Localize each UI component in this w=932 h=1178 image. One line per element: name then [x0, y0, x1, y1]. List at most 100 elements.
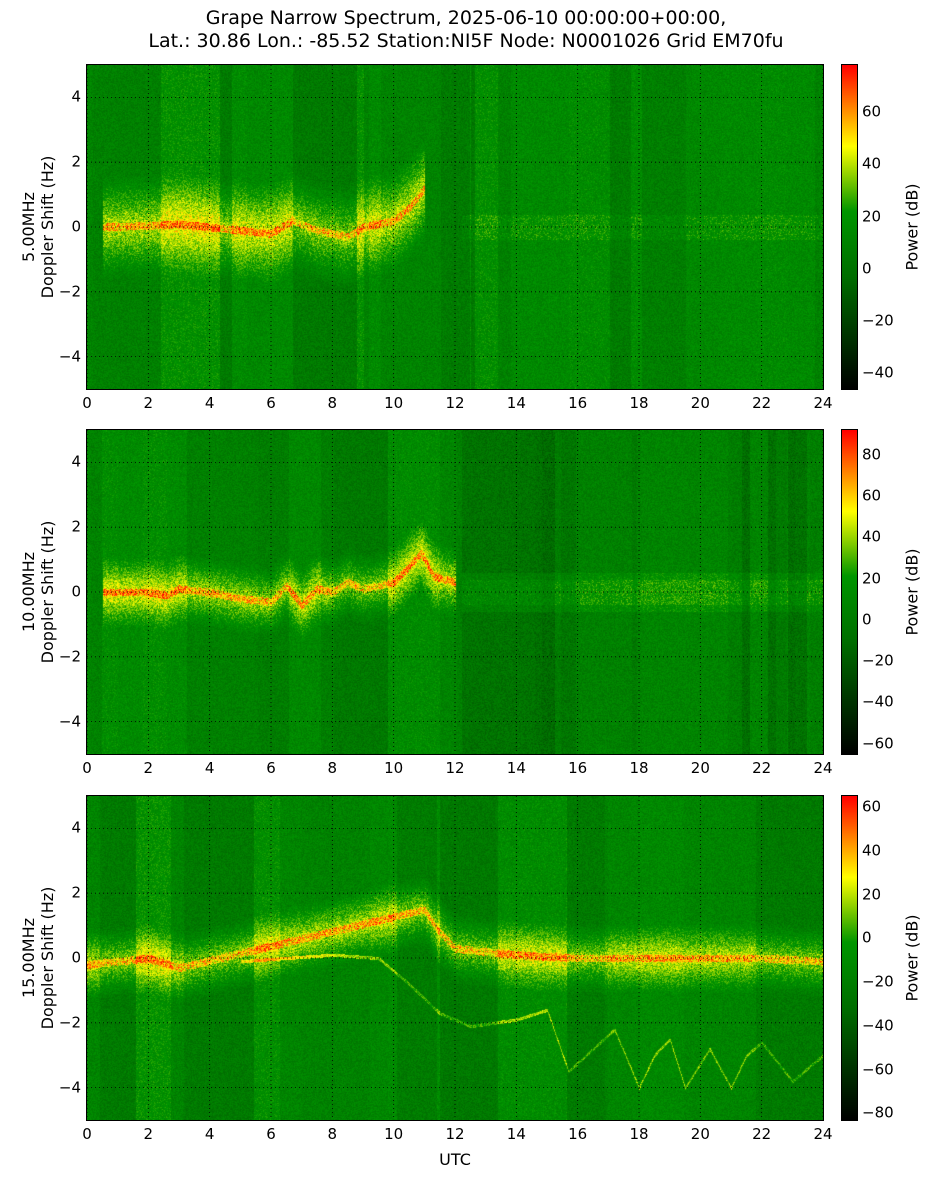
x-tick-label: 12 — [445, 759, 465, 777]
x-tick-label: 20 — [690, 394, 710, 412]
x-tick-label: 18 — [629, 394, 649, 412]
y-axis-label-frequency: 15.00MHz — [19, 917, 38, 999]
y-tick-label: 4 — [71, 87, 81, 106]
x-tick-label: 12 — [445, 394, 465, 412]
colorbar-tick-label: 0 — [862, 259, 872, 278]
x-tick-label: 4 — [204, 759, 215, 777]
y-axis-label: 10.00MHz Doppler Shift (Hz) — [19, 521, 57, 664]
x-tick-label: 2 — [143, 759, 154, 777]
y-tick-label: 0 — [71, 582, 81, 601]
y-tick-label: 0 — [71, 217, 81, 236]
y-tick-label: 4 — [71, 452, 81, 471]
x-tick-label: 14 — [506, 1125, 526, 1143]
x-tick-label: 0 — [82, 1125, 92, 1143]
x-tick-label: 6 — [266, 1125, 276, 1143]
colorbar — [842, 65, 857, 389]
y-tick-label: −4 — [58, 1078, 81, 1097]
y-axis-label-frequency: 10.00MHz — [19, 551, 38, 633]
spectrogram-panel-0: 0 2 4 6 8 10 12 14 16 18 20 22 24 4 2 0 −2 −4 5.00MHz Doppl… — [0, 64, 932, 430]
x-tick-label: 20 — [690, 759, 710, 777]
colorbar-tick-label: 60 — [862, 102, 882, 121]
y-tick-label: −2 — [58, 647, 81, 666]
colorbar — [842, 430, 857, 754]
x-tick-label: 14 — [506, 394, 526, 412]
y-tick-label: −2 — [58, 282, 81, 301]
colorbar-tick-label: 0 — [862, 928, 872, 947]
x-tick-label: 2 — [143, 394, 154, 412]
x-tick-label: 10 — [384, 759, 404, 777]
x-tick-label: 24 — [813, 759, 833, 777]
y-axis-label: 5.00MHz Doppler Shift (Hz) — [19, 156, 57, 299]
y-tick-label: 0 — [71, 948, 81, 967]
spectrogram-heatmap — [87, 796, 823, 1120]
colorbar-tick-label: 80 — [862, 445, 882, 464]
x-tick-label: 14 — [506, 759, 526, 777]
colorbar-tick-label: 60 — [862, 486, 882, 505]
y-tick-label: 2 — [71, 152, 81, 171]
x-tick-label: 10 — [384, 394, 404, 412]
colorbar-tick-label: −60 — [862, 1060, 894, 1079]
x-tick-label: 18 — [629, 759, 649, 777]
colorbar-tick-label: 60 — [862, 797, 882, 816]
y-tick-label: −2 — [58, 1013, 81, 1032]
colorbar-label: Power (dB) — [902, 914, 922, 1002]
x-tick-label: 10 — [384, 1125, 404, 1143]
x-tick-label: 16 — [568, 1125, 588, 1143]
y-axis-label-doppler: Doppler Shift (Hz) — [38, 155, 57, 299]
x-tick-label: 22 — [752, 759, 772, 777]
colorbar-tick-label: −80 — [862, 1103, 894, 1122]
y-axis-label-frequency: 5.00MHz — [19, 192, 38, 262]
colorbar-tick-label: 40 — [862, 154, 882, 173]
colorbar-tick-label: −20 — [862, 972, 894, 991]
x-tick-label: 6 — [266, 394, 276, 412]
x-tick-label: 8 — [327, 1125, 338, 1143]
colorbar-tick-label: 40 — [862, 527, 882, 546]
colorbar-tick-label: −40 — [862, 692, 894, 711]
y-axis-label-doppler: Doppler Shift (Hz) — [38, 886, 57, 1030]
x-tick-label: 20 — [690, 1125, 710, 1143]
colorbar-label: Power (dB) — [902, 548, 922, 636]
colorbar-tick-label: −60 — [862, 734, 894, 753]
x-tick-label: 22 — [752, 394, 772, 412]
y-tick-label: −4 — [58, 347, 81, 366]
x-tick-label: 16 — [568, 759, 588, 777]
colorbar-tick-label: 20 — [862, 569, 882, 588]
x-tick-label: 8 — [327, 394, 338, 412]
spectrogram-heatmap — [87, 430, 823, 754]
y-tick-label: 4 — [71, 818, 81, 837]
x-tick-label: 0 — [82, 759, 92, 777]
chart-title-line2: Lat.: 30.86 Lon.: -85.52 Station:NI5F No… — [148, 30, 784, 52]
x-tick-label: 24 — [813, 394, 833, 412]
x-tick-label: 18 — [629, 1125, 649, 1143]
colorbar-tick-label: 40 — [862, 841, 882, 860]
y-tick-label: −4 — [58, 712, 81, 731]
x-tick-label: 16 — [568, 394, 588, 412]
x-tick-label: 8 — [327, 759, 338, 777]
x-axis-label: UTC — [439, 1150, 471, 1169]
colorbar-label: Power (dB) — [902, 183, 922, 271]
x-tick-label: 0 — [82, 394, 92, 412]
y-axis-label: 15.00MHz Doppler Shift (Hz) — [19, 887, 57, 1030]
x-tick-label: 4 — [204, 394, 215, 412]
x-tick-label: 4 — [204, 1125, 215, 1143]
colorbar-tick-label: 20 — [862, 207, 882, 226]
colorbar-tick-label: −40 — [862, 1016, 894, 1035]
x-tick-label: 12 — [445, 1125, 465, 1143]
x-tick-label: 24 — [813, 1125, 833, 1143]
spectrogram-panel-1: 0 2 4 6 8 10 12 14 16 18 20 22 24 4 2 0 −2 −4 10.00MHz Dopp… — [0, 429, 932, 795]
x-tick-label: 6 — [266, 759, 276, 777]
spectrogram-heatmap — [87, 65, 823, 389]
colorbar — [842, 796, 857, 1120]
y-tick-label: 2 — [71, 517, 81, 536]
colorbar-tick-label: −40 — [862, 363, 894, 382]
colorbar-tick-label: 0 — [862, 610, 872, 629]
colorbar-tick-label: 20 — [862, 885, 882, 903]
y-tick-label: 2 — [71, 883, 81, 902]
colorbar-tick-label: −20 — [862, 311, 894, 330]
spectrogram-panel-2: 0 2 4 6 8 10 12 14 16 18 20 22 24 4 2 0 −2 −4 15.00MHz Dopp… — [0, 795, 932, 1161]
x-tick-label: 2 — [143, 1125, 154, 1143]
chart-title-line1: Grape Narrow Spectrum, 2025-06-10 00:00:… — [205, 7, 727, 29]
y-axis-label-doppler: Doppler Shift (Hz) — [38, 520, 57, 664]
x-tick-label: 22 — [752, 1125, 772, 1143]
colorbar-tick-label: −20 — [862, 651, 894, 670]
